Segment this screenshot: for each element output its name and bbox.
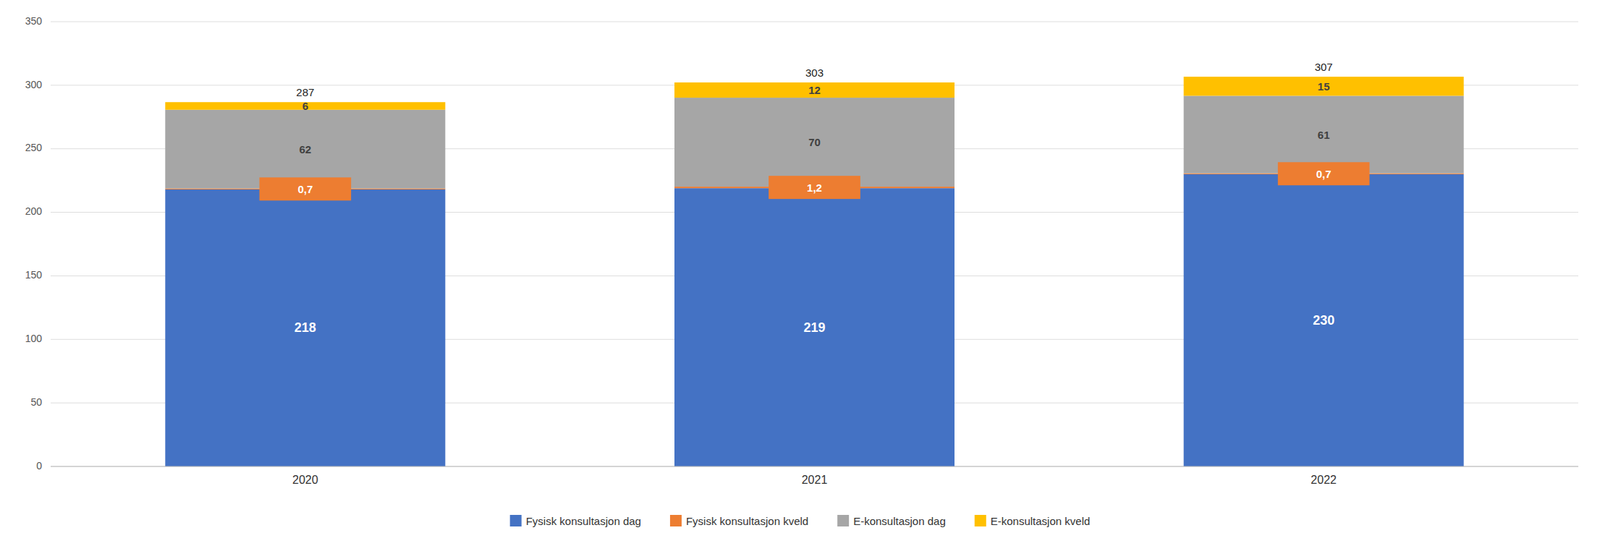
y-tick-label: 200 bbox=[25, 205, 43, 218]
y-axis: 0 50 100 150 200 250 300 350 bbox=[25, 15, 43, 472]
y-tick-label: 100 bbox=[25, 332, 43, 345]
grid bbox=[50, 21, 1579, 467]
x-tick-label: 2020 bbox=[292, 473, 319, 487]
total-label: 307 bbox=[1314, 60, 1333, 74]
y-tick-label: 150 bbox=[25, 269, 43, 281]
legend-swatch bbox=[974, 515, 987, 527]
legend-swatch bbox=[837, 515, 849, 527]
legend-swatch bbox=[510, 515, 522, 527]
bar-segment bbox=[164, 189, 446, 467]
data-label: 0,7 bbox=[1316, 167, 1332, 181]
x-axis-line bbox=[50, 466, 1579, 468]
total-label: 287 bbox=[295, 86, 315, 99]
chart-container: 0 50 100 150 200 250 300 350 218 0,7 62 6287 219 1,2 7… bbox=[0, 0, 1600, 546]
chart: 0 50 100 150 200 250 300 350 218 0,7 62 6287 219 1,2 7… bbox=[0, 0, 1600, 546]
bar-segment bbox=[164, 109, 446, 189]
total-label: 303 bbox=[805, 66, 824, 79]
legend-item: Fysisk konsultasjon kveld bbox=[670, 515, 809, 528]
grid-line bbox=[50, 466, 1579, 468]
bar-segment bbox=[674, 97, 955, 187]
data-label: 62 bbox=[298, 143, 312, 156]
data-labels: 218 0,7 62 6287 219 1,2 70 12 303 230 0,7 61 15 307 bbox=[259, 60, 1370, 336]
bar-segment bbox=[1183, 76, 1464, 96]
bar-segment bbox=[1183, 174, 1464, 467]
data-label: 6 bbox=[302, 99, 309, 113]
data-label: 218 bbox=[294, 320, 317, 336]
legend-swatch bbox=[670, 515, 682, 527]
legend-label: E-konsultasjon dag bbox=[853, 515, 946, 528]
bar-segment bbox=[1183, 95, 1464, 173]
data-label: 1,2 bbox=[806, 181, 823, 194]
label-badge bbox=[768, 175, 861, 200]
y-tick-label: 250 bbox=[25, 141, 43, 154]
y-tick-label: 0 bbox=[36, 460, 42, 472]
data-label: 230 bbox=[1312, 313, 1335, 328]
y-tick-label: 300 bbox=[25, 78, 43, 91]
bar-segment bbox=[674, 188, 955, 467]
legend-label: Fysisk konsultasjon kveld bbox=[686, 515, 809, 528]
data-label: 12 bbox=[808, 83, 821, 97]
data-label: 0,7 bbox=[297, 183, 313, 196]
label-badge bbox=[259, 177, 352, 201]
grid-line bbox=[50, 21, 1579, 23]
label-badge bbox=[1277, 162, 1370, 186]
x-axis: 2020 2021 2022 bbox=[50, 466, 1579, 487]
legend-label: Fysisk konsultasjon dag bbox=[526, 515, 642, 528]
x-tick-label: 2022 bbox=[1310, 473, 1337, 487]
data-label: 70 bbox=[808, 136, 821, 149]
data-label: 219 bbox=[803, 320, 825, 336]
y-tick-label: 350 bbox=[25, 15, 43, 27]
legend-label: E-konsultasjon kveld bbox=[990, 515, 1091, 528]
bar-segment bbox=[674, 82, 955, 98]
data-label: 15 bbox=[1317, 80, 1331, 93]
bars bbox=[164, 76, 1464, 467]
legend: Fysisk konsultasjon dag Fysisk konsultasj… bbox=[510, 515, 1091, 528]
legend-item: E-konsultasjon kveld bbox=[974, 515, 1091, 528]
legend-item: Fysisk konsultasjon dag bbox=[510, 515, 642, 528]
data-label: 61 bbox=[1317, 128, 1331, 142]
y-tick-label: 50 bbox=[30, 396, 42, 409]
x-tick-label: 2021 bbox=[801, 473, 828, 487]
legend-item: E-konsultasjon dag bbox=[837, 515, 946, 528]
